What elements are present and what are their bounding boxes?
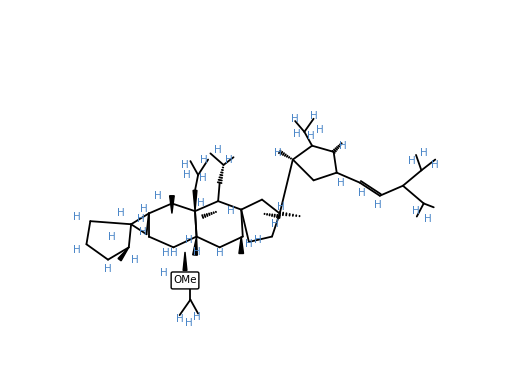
Text: H: H xyxy=(108,231,116,242)
Text: H: H xyxy=(193,312,200,321)
Text: H: H xyxy=(160,268,168,278)
Text: H: H xyxy=(316,125,323,135)
Text: H: H xyxy=(424,214,432,224)
Text: H: H xyxy=(420,149,427,158)
Text: H: H xyxy=(339,141,347,151)
Text: H: H xyxy=(216,249,224,258)
Text: H: H xyxy=(140,204,148,214)
Text: H: H xyxy=(183,170,191,180)
Text: H: H xyxy=(337,178,345,188)
Text: H: H xyxy=(162,249,169,258)
Text: H: H xyxy=(291,114,299,124)
Text: H: H xyxy=(169,249,177,258)
Text: H: H xyxy=(271,219,279,229)
Text: H: H xyxy=(225,155,233,165)
FancyBboxPatch shape xyxy=(171,272,199,289)
Polygon shape xyxy=(169,196,174,214)
Text: H: H xyxy=(117,209,125,218)
Text: H: H xyxy=(432,160,439,170)
Text: H: H xyxy=(293,129,301,139)
Text: H: H xyxy=(139,227,147,237)
Text: OMe: OMe xyxy=(173,276,197,285)
Text: H: H xyxy=(245,239,253,249)
Text: H: H xyxy=(131,255,139,264)
Text: H: H xyxy=(273,149,281,158)
Text: H: H xyxy=(104,264,112,274)
Text: H: H xyxy=(278,202,285,212)
Text: H: H xyxy=(358,188,366,198)
Text: H: H xyxy=(306,131,314,141)
Text: H: H xyxy=(408,156,416,166)
Text: H: H xyxy=(412,206,420,216)
Text: H: H xyxy=(137,214,145,224)
Text: H: H xyxy=(227,206,235,216)
Text: H: H xyxy=(254,234,262,245)
Text: H: H xyxy=(73,245,81,255)
Polygon shape xyxy=(193,237,197,255)
Polygon shape xyxy=(193,190,197,211)
Text: H: H xyxy=(176,314,183,324)
Text: H: H xyxy=(310,111,317,122)
Text: H: H xyxy=(197,198,204,209)
Text: H: H xyxy=(214,144,222,155)
Text: H: H xyxy=(181,160,189,170)
Polygon shape xyxy=(118,247,129,261)
Text: H: H xyxy=(193,247,200,257)
Text: H: H xyxy=(374,200,382,210)
Text: H: H xyxy=(154,191,162,201)
Text: H: H xyxy=(185,318,193,328)
Text: H: H xyxy=(73,212,81,222)
Text: H: H xyxy=(185,234,193,245)
Text: H: H xyxy=(200,155,208,165)
Text: H: H xyxy=(199,173,207,183)
Polygon shape xyxy=(183,252,187,271)
Polygon shape xyxy=(239,237,244,253)
